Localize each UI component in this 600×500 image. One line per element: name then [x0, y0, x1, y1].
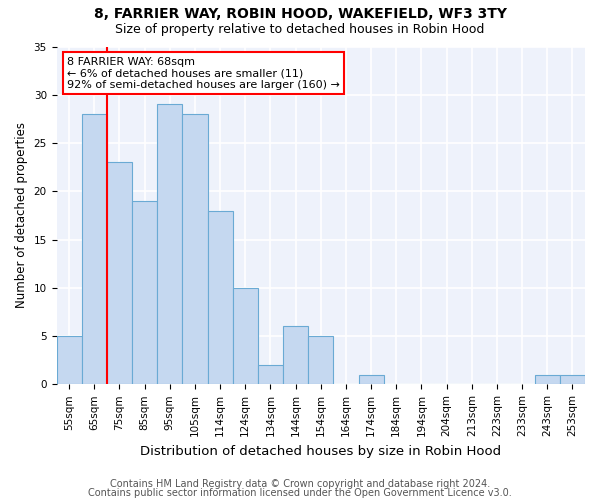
- Text: 8 FARRIER WAY: 68sqm
← 6% of detached houses are smaller (11)
92% of semi-detach: 8 FARRIER WAY: 68sqm ← 6% of detached ho…: [67, 56, 340, 90]
- Bar: [258, 365, 283, 384]
- Bar: [82, 114, 107, 384]
- Bar: [560, 374, 585, 384]
- Bar: [233, 288, 258, 384]
- Bar: [359, 374, 383, 384]
- Text: 8, FARRIER WAY, ROBIN HOOD, WAKEFIELD, WF3 3TY: 8, FARRIER WAY, ROBIN HOOD, WAKEFIELD, W…: [94, 8, 506, 22]
- Text: Size of property relative to detached houses in Robin Hood: Size of property relative to detached ho…: [115, 22, 485, 36]
- Bar: [157, 104, 182, 384]
- Bar: [132, 201, 157, 384]
- Bar: [283, 326, 308, 384]
- Text: Contains public sector information licensed under the Open Government Licence v3: Contains public sector information licen…: [88, 488, 512, 498]
- X-axis label: Distribution of detached houses by size in Robin Hood: Distribution of detached houses by size …: [140, 444, 502, 458]
- Y-axis label: Number of detached properties: Number of detached properties: [15, 122, 28, 308]
- Bar: [56, 336, 82, 384]
- Bar: [535, 374, 560, 384]
- Text: Contains HM Land Registry data © Crown copyright and database right 2024.: Contains HM Land Registry data © Crown c…: [110, 479, 490, 489]
- Bar: [308, 336, 334, 384]
- Bar: [208, 210, 233, 384]
- Bar: [107, 162, 132, 384]
- Bar: [182, 114, 208, 384]
